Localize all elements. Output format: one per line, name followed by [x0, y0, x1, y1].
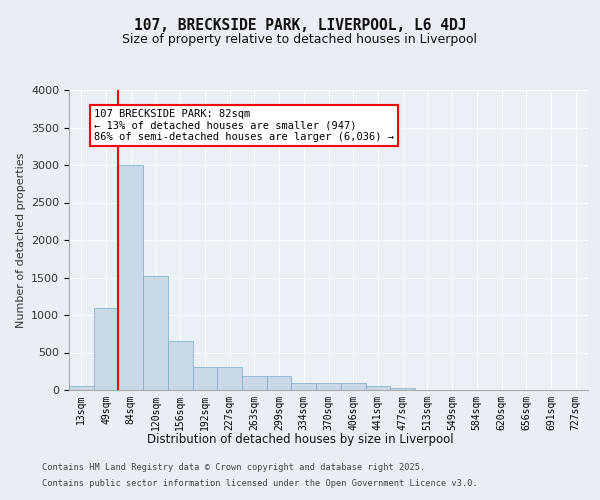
Bar [143, 276, 168, 390]
Y-axis label: Number of detached properties: Number of detached properties [16, 152, 26, 328]
Text: Contains HM Land Registry data © Crown copyright and database right 2025.: Contains HM Land Registry data © Crown c… [42, 464, 425, 472]
Bar [390, 388, 415, 390]
Text: 107, BRECKSIDE PARK, LIVERPOOL, L6 4DJ: 107, BRECKSIDE PARK, LIVERPOOL, L6 4DJ [134, 18, 466, 32]
Bar [168, 340, 193, 390]
Bar [94, 308, 118, 390]
Bar [292, 383, 316, 390]
Text: Size of property relative to detached houses in Liverpool: Size of property relative to detached ho… [122, 32, 478, 46]
Bar [341, 383, 365, 390]
Bar [365, 386, 390, 390]
Text: Contains public sector information licensed under the Open Government Licence v3: Contains public sector information licen… [42, 478, 478, 488]
Bar [267, 376, 292, 390]
Bar [69, 386, 94, 390]
Bar [193, 367, 217, 390]
Bar [242, 376, 267, 390]
Bar [217, 367, 242, 390]
Bar [316, 383, 341, 390]
Text: 107 BRECKSIDE PARK: 82sqm
← 13% of detached houses are smaller (947)
86% of semi: 107 BRECKSIDE PARK: 82sqm ← 13% of detac… [94, 109, 394, 142]
Text: Distribution of detached houses by size in Liverpool: Distribution of detached houses by size … [146, 432, 454, 446]
Bar [118, 165, 143, 390]
